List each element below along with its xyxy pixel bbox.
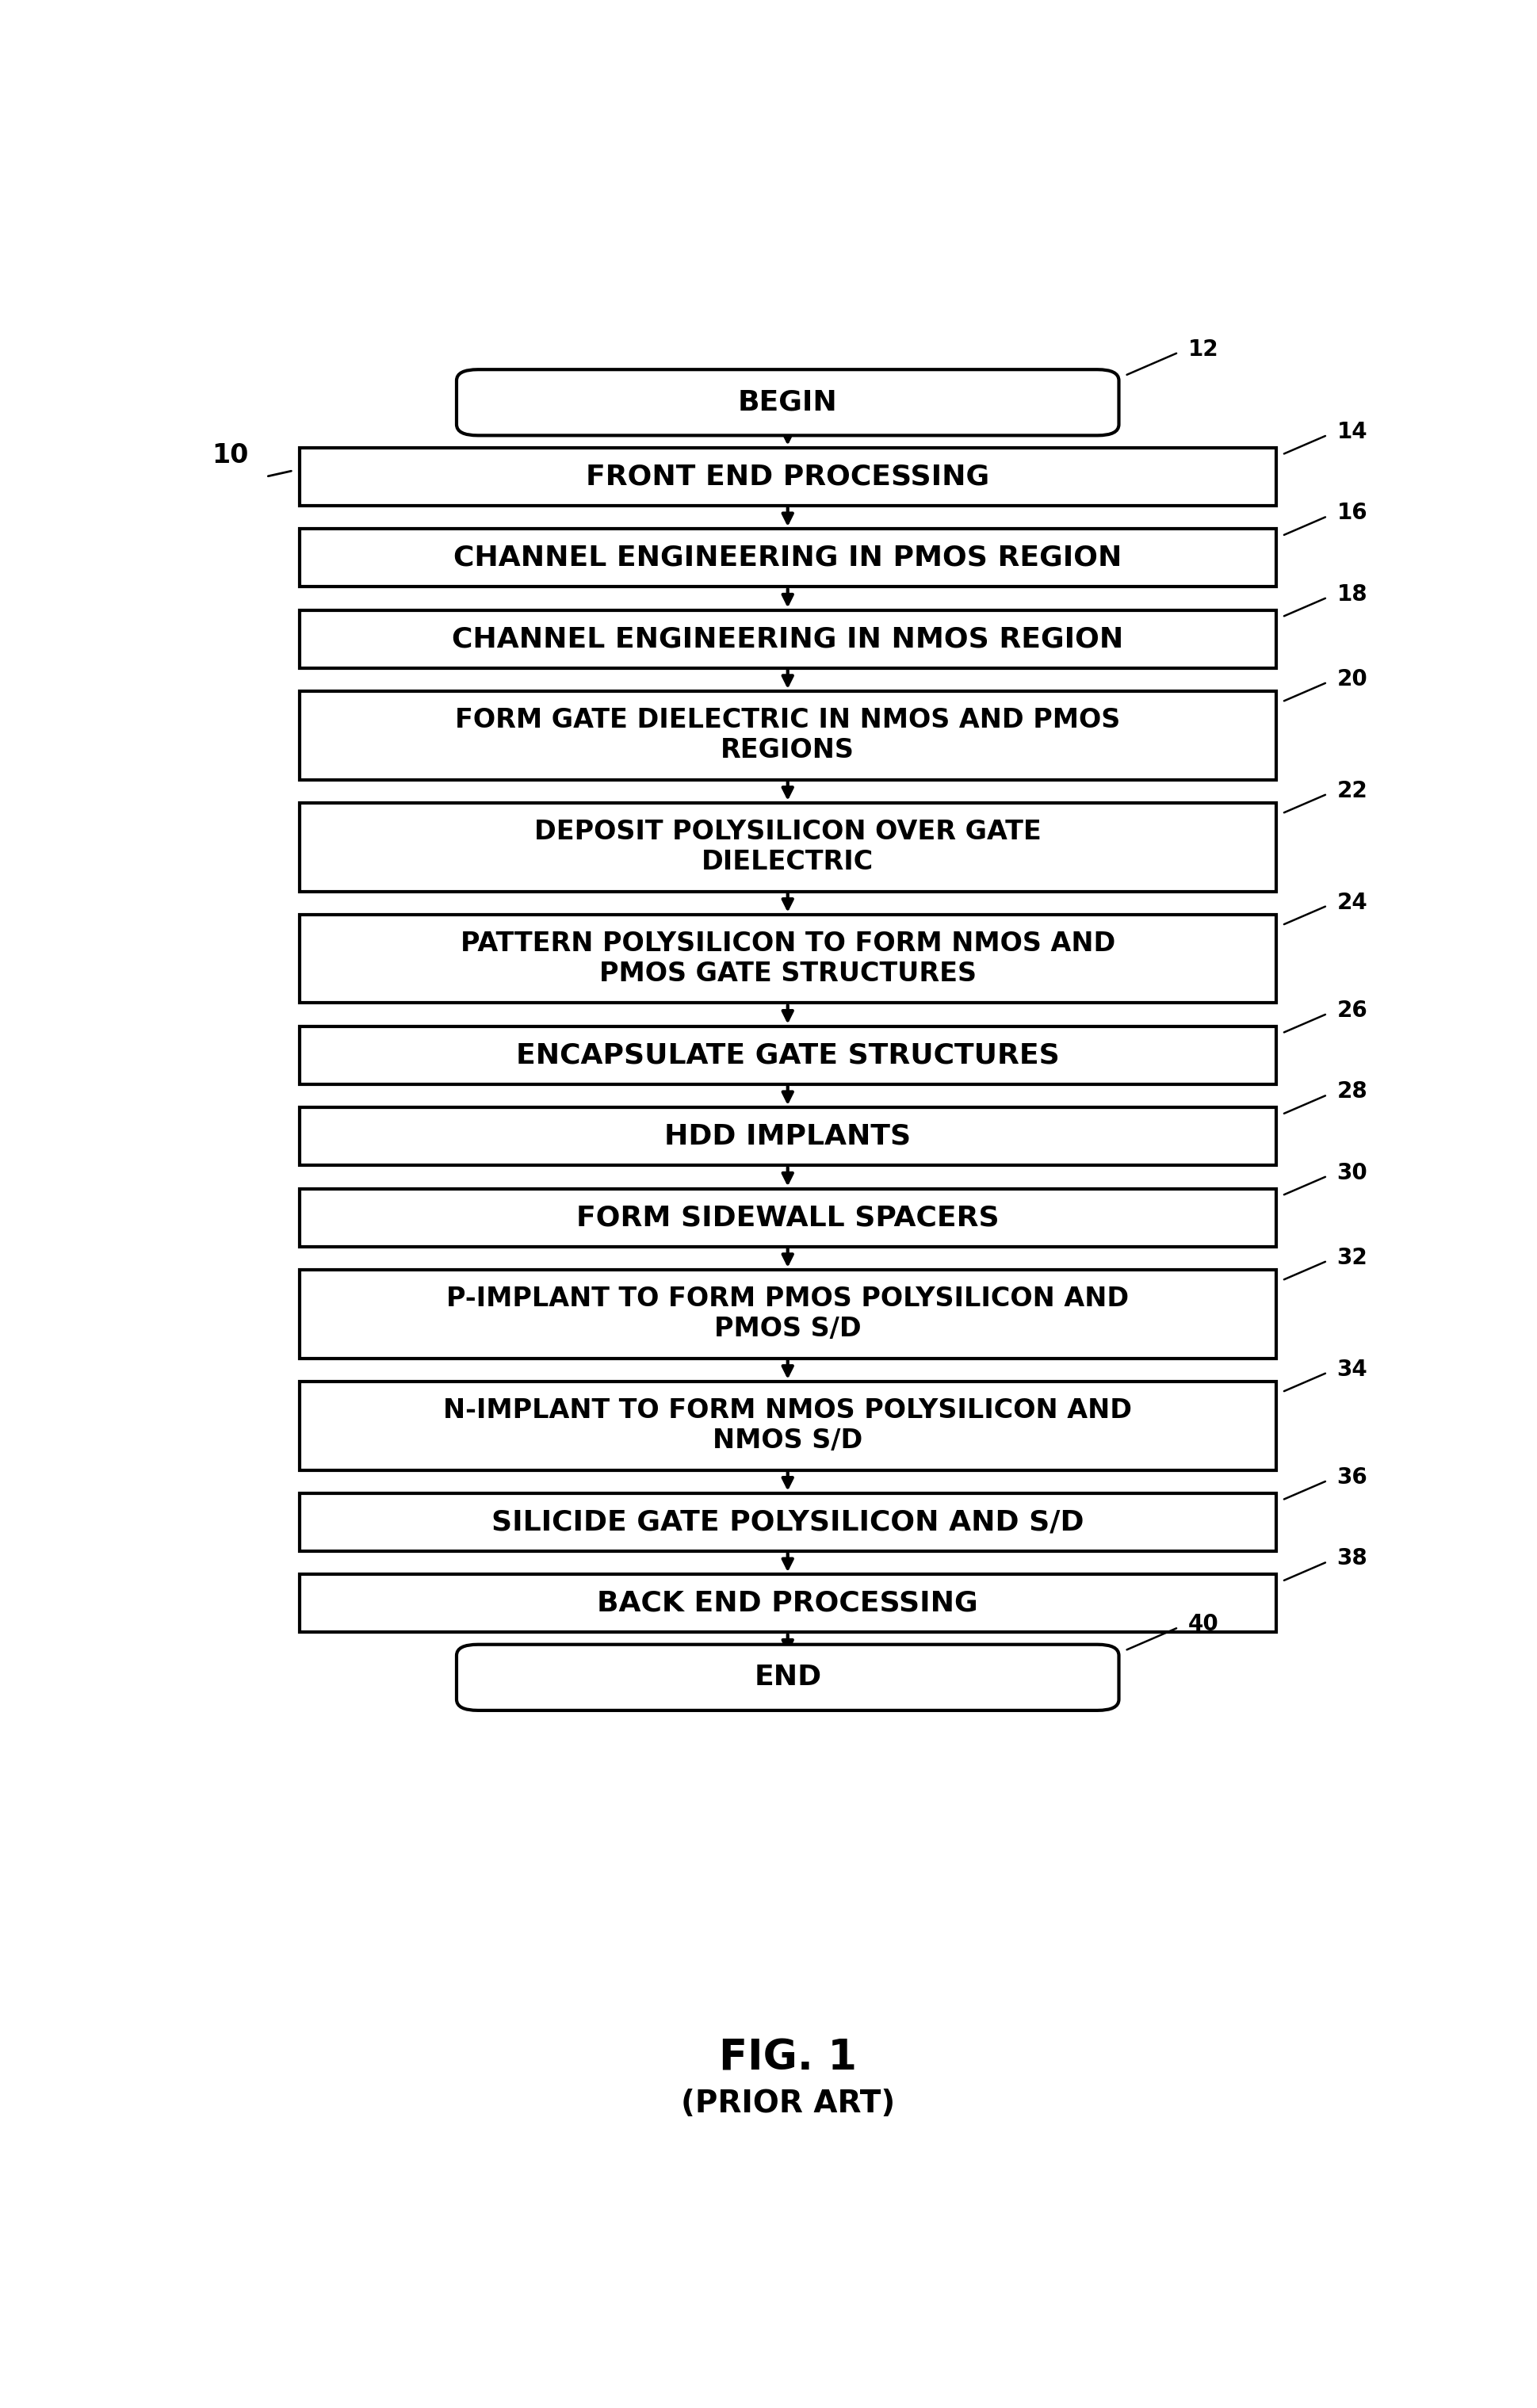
Text: CHANNEL ENGINEERING IN PMOS REGION: CHANNEL ENGINEERING IN PMOS REGION	[453, 544, 1122, 571]
Text: BEGIN: BEGIN	[738, 390, 838, 417]
Text: N-IMPLANT TO FORM NMOS POLYSILICON AND
NMOS S/D: N-IMPLANT TO FORM NMOS POLYSILICON AND N…	[443, 1397, 1133, 1454]
Bar	[300, 915, 1276, 1004]
Text: 12: 12	[1188, 337, 1219, 361]
Text: (PRIOR ART): (PRIOR ART)	[681, 2088, 895, 2119]
Bar	[300, 1190, 1276, 1247]
Bar	[300, 448, 1276, 506]
Bar	[300, 1493, 1276, 1551]
Text: 14: 14	[1337, 421, 1368, 443]
Text: FRONT END PROCESSING: FRONT END PROCESSING	[586, 462, 990, 491]
Bar	[300, 1108, 1276, 1165]
Text: 28: 28	[1337, 1081, 1368, 1103]
Text: END: END	[755, 1664, 821, 1690]
Bar	[300, 609, 1276, 667]
Bar	[300, 802, 1276, 891]
Text: DEPOSIT POLYSILICON OVER GATE
DIELECTRIC: DEPOSIT POLYSILICON OVER GATE DIELECTRIC	[535, 819, 1041, 877]
Text: 32: 32	[1337, 1247, 1368, 1269]
Text: HDD IMPLANTS: HDD IMPLANTS	[664, 1122, 911, 1151]
Text: 20: 20	[1337, 667, 1368, 691]
Bar	[300, 691, 1276, 780]
Text: 10: 10	[212, 443, 249, 467]
Text: BACK END PROCESSING: BACK END PROCESSING	[598, 1589, 978, 1616]
Text: CHANNEL ENGINEERING IN NMOS REGION: CHANNEL ENGINEERING IN NMOS REGION	[452, 626, 1124, 653]
Text: 22: 22	[1337, 780, 1368, 802]
Text: 26: 26	[1337, 999, 1368, 1021]
Text: 24: 24	[1337, 891, 1368, 913]
FancyBboxPatch shape	[456, 1645, 1119, 1710]
Bar	[300, 530, 1276, 588]
Text: SILICIDE GATE POLYSILICON AND S/D: SILICIDE GATE POLYSILICON AND S/D	[492, 1510, 1084, 1536]
Text: FIG. 1: FIG. 1	[719, 2037, 856, 2078]
FancyBboxPatch shape	[456, 368, 1119, 436]
Bar	[300, 1269, 1276, 1358]
Text: 36: 36	[1337, 1466, 1368, 1488]
Text: FORM SIDEWALL SPACERS: FORM SIDEWALL SPACERS	[576, 1204, 999, 1230]
Text: 18: 18	[1337, 583, 1368, 604]
Text: P-IMPLANT TO FORM PMOS POLYSILICON AND
PMOS S/D: P-IMPLANT TO FORM PMOS POLYSILICON AND P…	[446, 1286, 1130, 1341]
Bar	[300, 1382, 1276, 1469]
Bar	[300, 1575, 1276, 1633]
Text: FORM GATE DIELECTRIC IN NMOS AND PMOS
REGIONS: FORM GATE DIELECTRIC IN NMOS AND PMOS RE…	[455, 708, 1120, 763]
Text: 34: 34	[1337, 1358, 1368, 1380]
Text: ENCAPSULATE GATE STRUCTURES: ENCAPSULATE GATE STRUCTURES	[516, 1043, 1059, 1069]
Text: 38: 38	[1337, 1548, 1368, 1570]
Text: PATTERN POLYSILICON TO FORM NMOS AND
PMOS GATE STRUCTURES: PATTERN POLYSILICON TO FORM NMOS AND PMO…	[460, 929, 1116, 987]
Text: 40: 40	[1188, 1613, 1219, 1635]
Text: 16: 16	[1337, 503, 1368, 525]
Text: 30: 30	[1337, 1161, 1368, 1185]
Bar	[300, 1026, 1276, 1084]
